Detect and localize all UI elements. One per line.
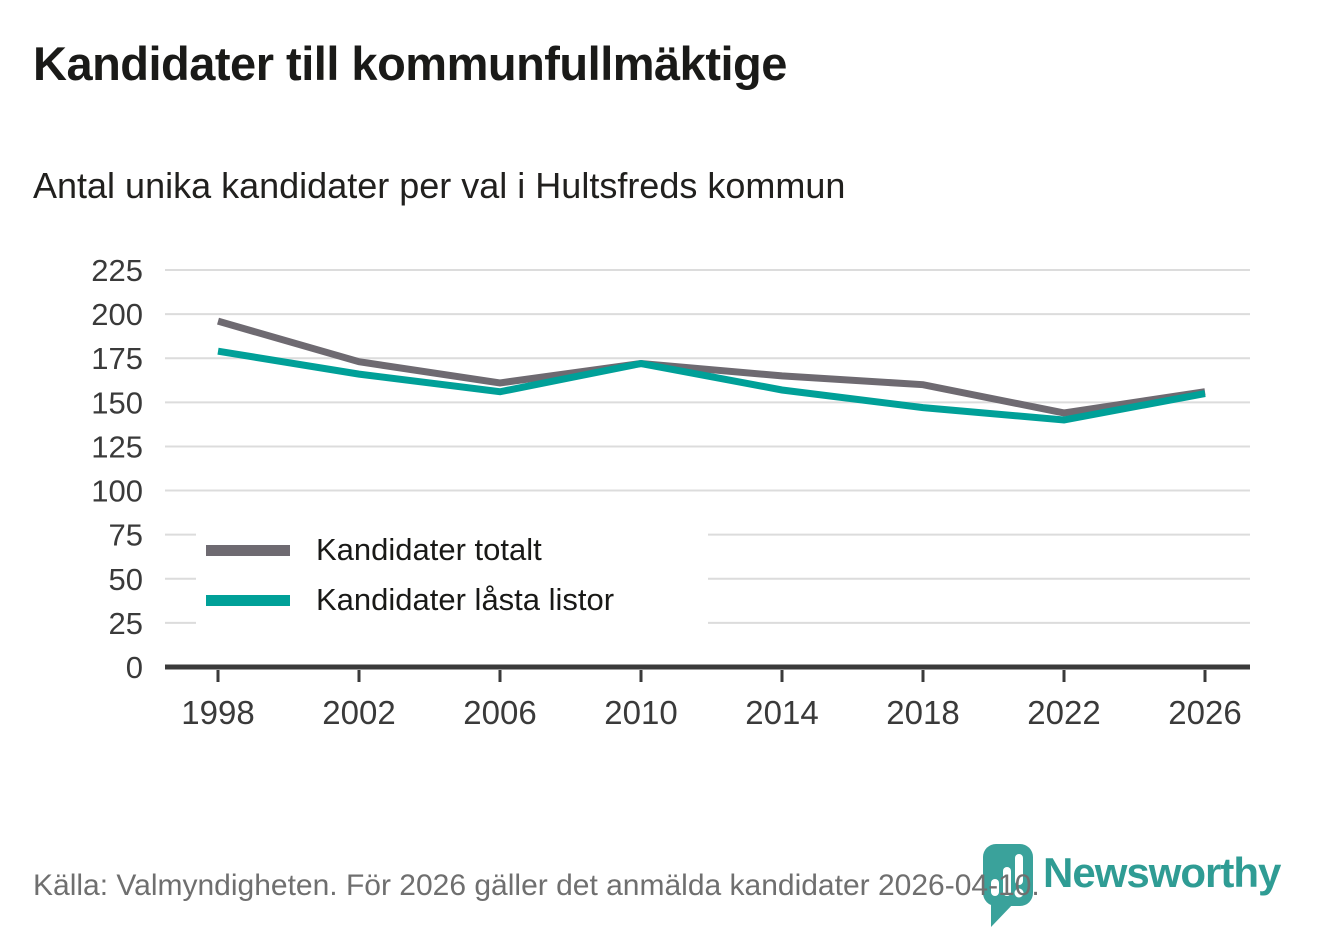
legend-item-locked: Kandidater låsta listor <box>206 582 708 618</box>
x-tick-label: 2002 <box>322 694 395 731</box>
y-tick-label: 150 <box>91 385 143 420</box>
y-tick-label: 75 <box>109 518 143 553</box>
legend-label-total: Kandidater totalt <box>316 532 542 567</box>
legend-item-total: Kandidater totalt <box>206 532 708 568</box>
y-tick-label: 25 <box>109 606 143 641</box>
legend-swatch-total <box>206 544 290 556</box>
y-tick-label: 200 <box>91 297 143 332</box>
source-note: Källa: Valmyndigheten. För 2026 gäller d… <box>33 869 1040 902</box>
chart-title: Kandidater till kommunfullmäktige <box>33 37 787 90</box>
x-tick-label: 1998 <box>181 694 254 731</box>
x-tick-label: 2010 <box>604 694 677 731</box>
legend-swatch-locked <box>206 594 290 606</box>
x-tick-label: 2026 <box>1168 694 1241 731</box>
newsworthy-wordmark: Newsworthy <box>1043 849 1281 896</box>
chart-legend: Kandidater totalt Kandidater låsta listo… <box>196 513 708 637</box>
legend-label-locked: Kandidater låsta listor <box>316 582 615 617</box>
x-tick-label: 2022 <box>1027 694 1100 731</box>
y-tick-label: 50 <box>109 562 143 597</box>
x-tick-label: 2014 <box>745 694 818 731</box>
y-tick-label: 100 <box>91 474 143 509</box>
x-tick-label: 2006 <box>463 694 536 731</box>
newsworthy-logo: Newsworthy <box>982 843 1281 931</box>
series-line-1 <box>217 347 1206 424</box>
bar-chart-pin-icon <box>983 844 1033 927</box>
chart-subtitle: Antal unika kandidater per val i Hultsfr… <box>33 165 846 206</box>
y-tick-label: 125 <box>91 429 143 464</box>
series-line-0 <box>217 317 1206 417</box>
y-tick-label: 0 <box>126 650 143 685</box>
y-tick-label: 175 <box>91 341 143 376</box>
y-tick-label: 225 <box>91 253 143 288</box>
x-tick-label: 2018 <box>886 694 959 731</box>
